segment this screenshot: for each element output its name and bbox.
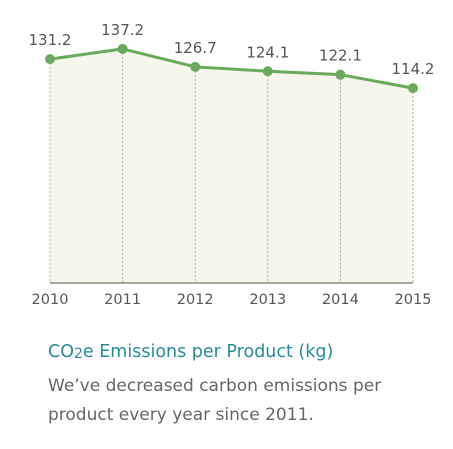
data-label-2010: 131.2 (29, 31, 72, 49)
x-tick-labels-layer: 2010 2011 2012 2013 2014 2015 (32, 292, 432, 308)
x-tick-label-2012: 2012 (177, 292, 214, 308)
data-labels-layer: 131.2 137.2 126.7 124.1 122.1 114.2 (29, 21, 435, 78)
data-point-2015 (408, 83, 418, 94)
x-tick-label-2010: 2010 (32, 292, 69, 308)
data-label-2014: 122.1 (319, 47, 362, 65)
data-label-2015: 114.2 (392, 60, 435, 78)
x-tick-label-2013: 2013 (249, 292, 286, 308)
x-tick-label-2011: 2011 (104, 292, 141, 308)
caption-title-main: CO (48, 342, 74, 362)
x-tick-label-2015: 2015 (395, 292, 432, 308)
data-label-2013: 124.1 (246, 43, 289, 61)
caption-title-subscript: 2 (74, 346, 83, 363)
data-point-2012 (190, 61, 201, 72)
caption-title-rest: e Emissions per Product (kg) (82, 342, 334, 362)
area-fill-layer (50, 48, 413, 284)
caption-body: We’ve decreased carbon emissions per pro… (48, 376, 382, 425)
data-point-2010 (45, 54, 55, 65)
data-points-layer (45, 43, 418, 94)
caption-title: CO2e Emissions per Product (kg) (48, 342, 333, 362)
x-tick-label-2014: 2014 (322, 292, 359, 308)
data-point-2011 (117, 43, 128, 54)
series-line (48, 47, 415, 90)
data-label-2012: 126.7 (174, 39, 217, 57)
drop-lines-layer (49, 48, 414, 283)
data-point-2014 (335, 69, 346, 80)
data-point-2013 (262, 66, 273, 77)
series-line-layer (48, 47, 415, 90)
data-label-2011: 137.2 (101, 21, 144, 39)
area-fill (50, 48, 413, 284)
